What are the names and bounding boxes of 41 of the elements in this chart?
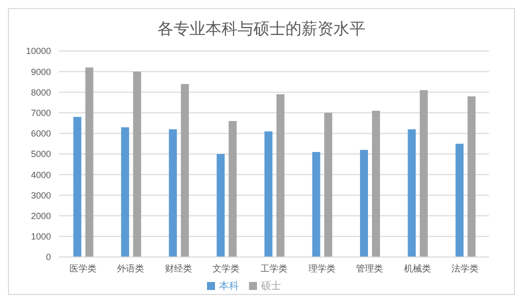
y-tick-label: 1000 [30, 232, 51, 242]
x-tick-label: 理学类 [308, 263, 336, 274]
bar [121, 127, 130, 257]
bar [73, 116, 82, 257]
legend-label: 硕士 [261, 281, 281, 292]
x-tick-label: 财经类 [164, 263, 192, 274]
bar [133, 72, 142, 257]
y-tick-label: 6000 [30, 128, 51, 139]
bar [420, 90, 428, 257]
bar [216, 154, 225, 257]
y-tick-label: 0 [46, 252, 51, 262]
bar [360, 150, 368, 257]
bar [85, 67, 94, 257]
x-tick-label: 机械类 [404, 263, 431, 274]
bar [180, 84, 189, 257]
bar [372, 110, 380, 257]
y-tick-label: 9000 [30, 66, 51, 77]
bar [312, 152, 320, 257]
bar [168, 129, 177, 257]
y-tick-label: 8000 [30, 87, 51, 98]
bar [408, 129, 416, 257]
bar [228, 121, 237, 257]
y-tick-label: 7000 [30, 108, 51, 118]
x-tick-label: 医学类 [69, 263, 96, 274]
chart-title: 各专业本科与硕士的薪资水平 [156, 20, 366, 40]
legend-label: 本科 [219, 281, 239, 292]
x-tick-label: 法学类 [452, 263, 479, 274]
x-tick-label: 管理类 [356, 263, 384, 274]
y-tick-label: 2000 [30, 210, 51, 221]
x-tick-label: 工学类 [260, 263, 288, 274]
bar [468, 96, 476, 257]
x-tick-label: 文学类 [212, 263, 240, 274]
bar [264, 131, 272, 257]
y-tick-label: 5000 [30, 149, 51, 160]
bar [456, 144, 464, 257]
bar [276, 94, 284, 257]
x-tick-label: 外语类 [117, 263, 144, 274]
y-tick-label: 3000 [30, 190, 51, 200]
bar [324, 112, 332, 257]
y-tick-label: 10000 [26, 46, 51, 56]
y-tick-label: 4000 [30, 170, 51, 180]
